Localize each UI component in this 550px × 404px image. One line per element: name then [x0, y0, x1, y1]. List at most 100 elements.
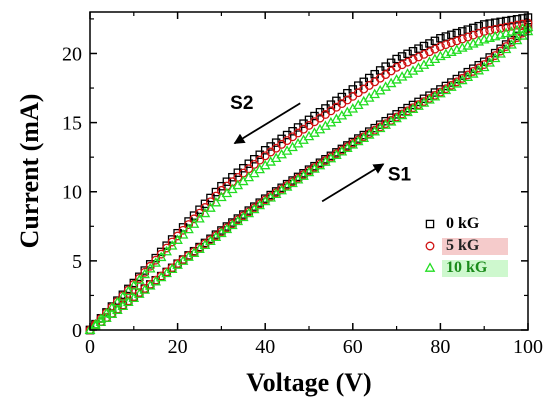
data-point: [232, 179, 244, 190]
data-point: [358, 95, 370, 106]
data-point: [506, 26, 517, 36]
legend-label-highlight: [442, 260, 508, 277]
data-point: [210, 196, 222, 207]
data-point: [435, 42, 445, 52]
y-tick-label: 5: [72, 251, 82, 273]
data-point: [402, 68, 413, 78]
data-point: [414, 44, 423, 53]
data-point: [496, 46, 506, 56]
data-point: [112, 296, 123, 307]
data-point: [95, 313, 107, 323]
plot-frame: [89, 11, 529, 331]
legend-entry: 5 kG: [425, 237, 508, 255]
data-point: [511, 34, 523, 45]
data-point: [133, 274, 145, 284]
annotation-arrow-s1: [321, 163, 385, 203]
data-point: [517, 30, 528, 40]
data-point: [512, 20, 522, 30]
data-point: [183, 223, 194, 234]
data-point: [199, 207, 211, 218]
data-point: [244, 159, 254, 168]
data-point: [418, 59, 430, 69]
data-point: [441, 32, 451, 41]
data-point: [101, 307, 112, 318]
data-point: [206, 193, 215, 203]
data-point: [507, 21, 517, 31]
data-point: [123, 285, 134, 296]
data-point: [166, 240, 178, 250]
annotation-label-s1: S1: [388, 165, 412, 186]
data-point: [276, 148, 287, 159]
data-point: [155, 251, 167, 262]
legend-label-highlight: [442, 238, 508, 255]
data-point: [424, 56, 435, 66]
data-point: [106, 302, 118, 312]
data-point: [500, 43, 512, 54]
legend-marker: [425, 219, 435, 229]
data-point: [430, 44, 440, 54]
data-point: [386, 66, 396, 76]
data-point: [397, 60, 407, 70]
data-point: [228, 172, 237, 182]
x-axis-title: Voltage (V): [246, 368, 371, 397]
data-point: [243, 171, 255, 182]
data-point: [260, 146, 270, 155]
x-tick-label: 100: [513, 336, 543, 358]
data-point: [303, 130, 315, 141]
data-point: [298, 134, 309, 144]
data-point: [473, 35, 485, 46]
data-point: [173, 231, 183, 241]
data-point: [495, 29, 506, 39]
data-point: [128, 280, 140, 290]
data-point: [237, 175, 249, 186]
data-point: [490, 51, 500, 61]
y-tick-label: 10: [62, 182, 82, 204]
data-point: [517, 23, 528, 33]
data-point: [161, 245, 172, 256]
data-point: [456, 42, 468, 52]
data-series-layer: [84, 13, 534, 335]
data-point: [490, 18, 500, 27]
x-tick-label: 80: [430, 336, 450, 358]
legend-entry: 10 kG: [424, 259, 508, 277]
data-point: [239, 163, 248, 173]
data-point: [425, 47, 434, 57]
data-point: [403, 49, 412, 59]
data-point: [189, 214, 199, 224]
annotation-arrow-s2: [233, 102, 301, 145]
data-point: [200, 199, 210, 209]
data-point: [347, 103, 359, 113]
data-point: [292, 137, 304, 148]
data-point: [467, 38, 479, 48]
data-point: [397, 52, 407, 61]
data-point: [265, 156, 276, 166]
data-point: [507, 15, 516, 25]
data-point: [282, 136, 292, 146]
data-point: [501, 42, 511, 52]
data-point: [167, 237, 177, 247]
data-point: [446, 46, 457, 56]
data-point: [501, 16, 511, 26]
data-point: [430, 36, 440, 46]
data-point: [177, 229, 189, 239]
x-tick-label: 60: [343, 336, 363, 358]
data-point: [436, 34, 445, 43]
data-point: [178, 225, 188, 235]
data-point: [479, 60, 489, 69]
data-point: [407, 65, 419, 75]
data-point: [260, 151, 270, 161]
data-point: [259, 159, 271, 170]
data-point: [293, 128, 303, 138]
data-point: [172, 234, 183, 244]
x-tick-label: 40: [255, 336, 275, 358]
data-point: [314, 123, 326, 134]
data-point: [233, 168, 243, 177]
data-point: [205, 202, 216, 212]
data-point: [511, 24, 523, 35]
data-point: [281, 145, 293, 155]
data-point: [425, 39, 434, 48]
data-point: [266, 147, 276, 157]
data-point: [270, 152, 282, 163]
data-point: [518, 19, 527, 29]
data-point: [462, 40, 474, 50]
